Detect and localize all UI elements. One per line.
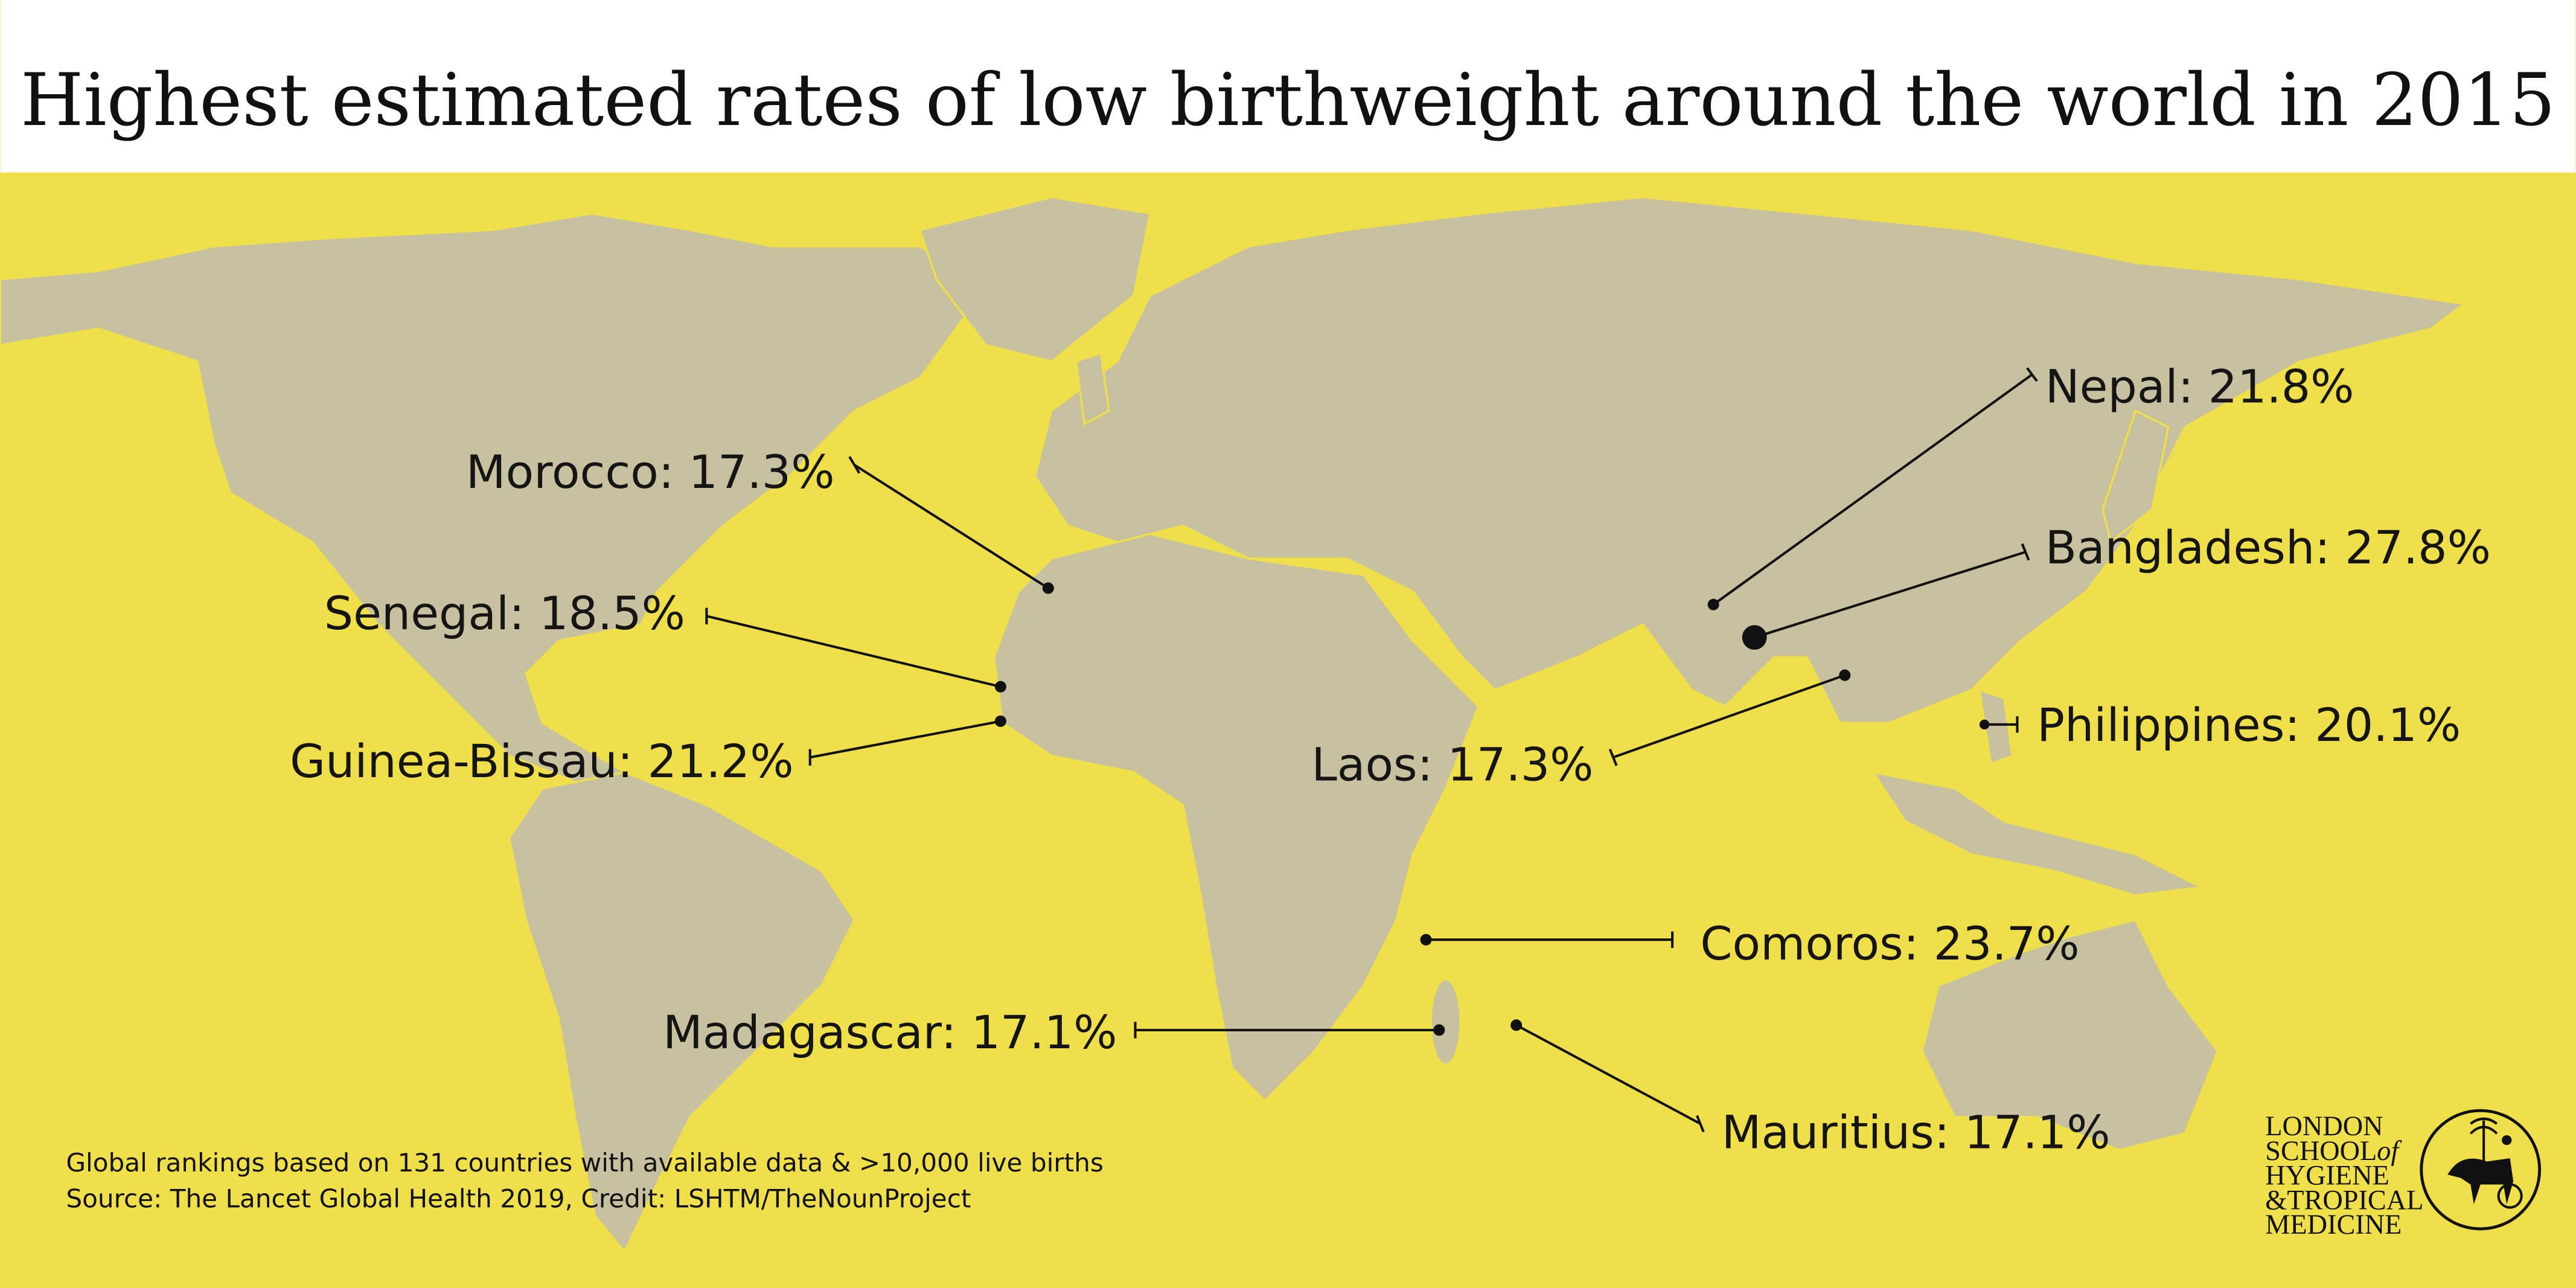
guinea-bissau-leader [808, 720, 1001, 766]
lshtm-logo: LONDON SCHOOL of HYGIENE &TROPICAL MEDIC… [2265, 1109, 2542, 1240]
label-comoros: Comoros: 23.7% [1700, 917, 2079, 970]
bangladesh-marker [1742, 625, 1767, 650]
senegal-leader [705, 607, 1001, 688]
label-guinea-bissau: Guinea-Bissau: 21.2% [290, 734, 793, 788]
philippines-marker [1979, 719, 1990, 729]
madagascar-leader [1134, 1022, 1439, 1039]
logo-text-line5: MEDICINE [2265, 1210, 2402, 1240]
callout-labels: Morocco: 17.3% Senegal: 18.5% Guinea-Bis… [290, 360, 2491, 1159]
label-madagascar: Madagascar: 17.1% [663, 1005, 1117, 1059]
callout-lines [705, 367, 2038, 1133]
logo-text-line2: SCHOOL [2265, 1136, 2377, 1167]
logo-text-line4: &TROPICAL [2265, 1185, 2423, 1216]
madagascar-marker [1433, 1024, 1445, 1036]
label-nepal: Nepal: 21.8% [2045, 360, 2354, 414]
label-morocco: Morocco: 17.3% [466, 445, 835, 499]
mauritius-marker [1510, 1019, 1523, 1031]
madagascar [1430, 978, 1462, 1066]
laos-marker [1839, 669, 1851, 681]
south-america [508, 771, 856, 1254]
nepal-leader [1712, 367, 2038, 606]
mauritius-leader [1515, 1024, 1705, 1133]
label-laos: Laos: 17.3% [1311, 737, 1593, 791]
chariot-seal-icon [2420, 1109, 2542, 1231]
page-title: Highest estimated rates of low birthweig… [21, 59, 2555, 143]
footer-note: Global rankings based on 131 countries w… [66, 1148, 1104, 1177]
world-map [0, 196, 2467, 1254]
label-philippines: Philippines: 20.1% [2037, 698, 2461, 752]
morocco-leader [848, 456, 1049, 589]
nepal-marker [1707, 598, 1719, 610]
north-america [0, 213, 988, 790]
header-band [0, 0, 2576, 173]
senegal-marker [994, 681, 1006, 693]
guinea-bissau-marker [994, 715, 1006, 727]
label-senegal: Senegal: 18.5% [324, 586, 685, 640]
australia [1920, 918, 2219, 1152]
logo-text-line3: HYGIENE [2265, 1161, 2389, 1191]
label-mauritius: Mauritius: 17.1% [1722, 1106, 2111, 1159]
comoros-leader [1426, 931, 1674, 948]
logo-text-of: of [2377, 1136, 2402, 1167]
morocco-marker [1042, 582, 1054, 594]
africa [992, 533, 1480, 1103]
southeast-asia-islands [1870, 771, 2205, 897]
bangladesh-leader [1754, 543, 2030, 639]
uk [1075, 351, 1110, 426]
laos-leader [1608, 674, 1846, 766]
label-bangladesh: Bangladesh: 27.8% [2045, 521, 2491, 574]
logo-text-line1: LONDON [2265, 1111, 2383, 1142]
philippines-leader [1984, 716, 2019, 733]
greenland [918, 196, 1151, 363]
japan [2101, 409, 2170, 544]
comoros-marker [1420, 934, 1432, 946]
philippines-islands [1978, 688, 2014, 766]
eurasia [1034, 196, 2467, 724]
footer-source: Source: The Lancet Global Health 2019, C… [66, 1184, 971, 1214]
